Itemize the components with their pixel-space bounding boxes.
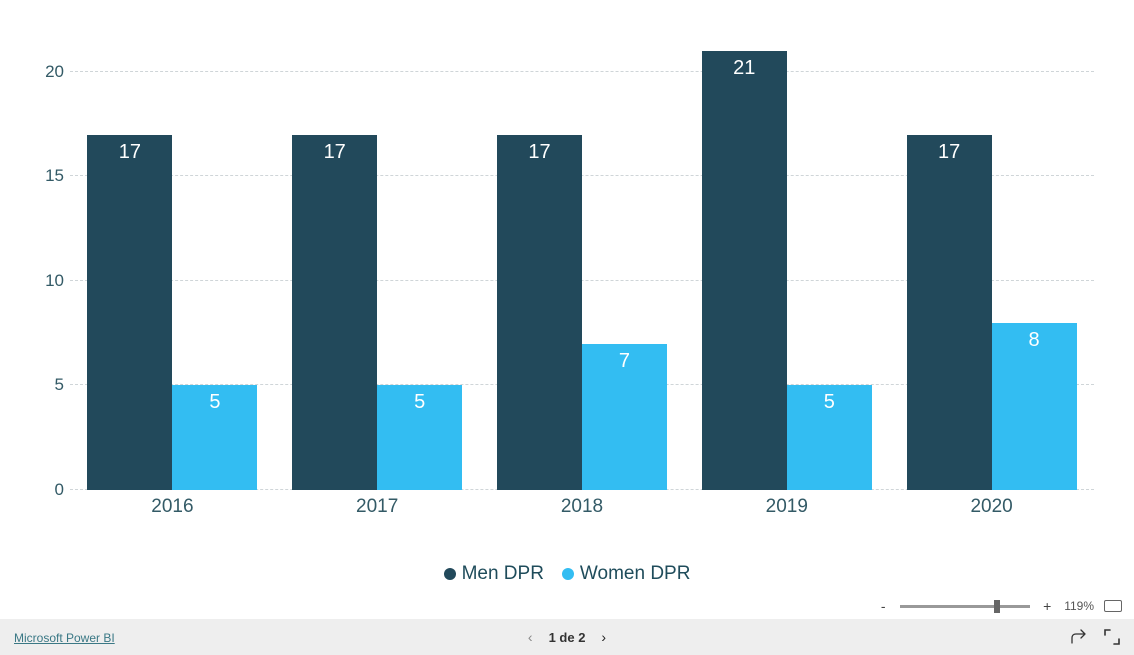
zoom-out-button[interactable]: - (876, 599, 890, 613)
fit-to-page-icon[interactable] (1104, 600, 1122, 612)
x-axis: 2016 2017 2018 2019 2020 (70, 490, 1094, 530)
bar-group: 17 5 (292, 30, 462, 490)
bar[interactable]: 5 (787, 385, 872, 490)
bar-datalabel: 21 (702, 57, 787, 80)
bar[interactable]: 5 (172, 385, 257, 490)
zoom-slider-thumb[interactable] (994, 600, 1000, 613)
bar[interactable]: 17 (292, 135, 377, 490)
y-tick-label: 20 (32, 62, 64, 82)
bar[interactable]: 17 (497, 135, 582, 490)
zoom-bar: - + 119% (0, 593, 1134, 619)
footer-left: Microsoft Power BI (14, 630, 115, 645)
x-tick-label: 2019 (702, 490, 872, 518)
bar-group: 17 8 (907, 30, 1077, 490)
pager-next-button[interactable]: › (601, 629, 606, 645)
bar-group: 17 7 (497, 30, 667, 490)
y-tick-label: 5 (32, 375, 64, 395)
legend: Men DPR Women DPR (0, 563, 1134, 593)
bar[interactable]: 5 (377, 385, 462, 490)
legend-item[interactable]: Women DPR (562, 563, 691, 585)
fullscreen-icon[interactable] (1104, 629, 1120, 645)
bar-datalabel: 17 (87, 141, 172, 164)
legend-label: Women DPR (580, 563, 691, 585)
bar[interactable]: 8 (992, 323, 1077, 490)
plot-wrap: 175175177215178 05101520 201620172018201… (70, 30, 1094, 530)
x-tick-label: 2016 (87, 490, 257, 518)
x-tick-label: 2018 (497, 490, 667, 518)
y-tick-label: 0 (32, 480, 64, 500)
bar-datalabel: 5 (172, 391, 257, 414)
bar[interactable]: 7 (582, 344, 667, 490)
bar[interactable]: 17 (87, 135, 172, 490)
zoom-in-button[interactable]: + (1040, 599, 1054, 613)
bar-group: 21 5 (702, 30, 872, 490)
footer-bar: Microsoft Power BI ‹ 1 de 2 › (0, 619, 1134, 655)
bar-datalabel: 5 (377, 391, 462, 414)
bar-datalabel: 17 (907, 141, 992, 164)
x-tick-label: 2020 (907, 490, 1077, 518)
legend-item[interactable]: Men DPR (444, 563, 544, 585)
footer-right (1070, 629, 1120, 645)
bar-group: 17 5 (87, 30, 257, 490)
legend-marker-icon (444, 568, 456, 580)
bar-datalabel: 5 (787, 391, 872, 414)
zoom-percent: 119% (1064, 599, 1094, 613)
zoom-slider[interactable] (900, 605, 1030, 608)
y-tick-label: 15 (32, 166, 64, 186)
share-icon[interactable] (1070, 629, 1086, 645)
powerbi-link[interactable]: Microsoft Power BI (14, 631, 115, 645)
bar-datalabel: 17 (497, 141, 582, 164)
bar[interactable]: 21 (702, 51, 787, 490)
y-tick-label: 10 (32, 271, 64, 291)
legend-marker-icon (562, 568, 574, 580)
bar-datalabel: 8 (992, 329, 1077, 352)
bar[interactable]: 17 (907, 135, 992, 490)
bar-datalabel: 7 (582, 350, 667, 373)
pager-label: 1 de 2 (549, 630, 586, 645)
chart-area: 175175177215178 05101520 201620172018201… (0, 0, 1134, 563)
bars-container: 17 5 17 5 17 7 21 5 17 8 (70, 30, 1094, 490)
bar-datalabel: 17 (292, 141, 377, 164)
x-tick-label: 2017 (292, 490, 462, 518)
pager: ‹ 1 de 2 › (528, 629, 606, 645)
plot: 175175177215178 05101520 (70, 30, 1094, 490)
pager-prev-button[interactable]: ‹ (528, 629, 533, 645)
viewport: 175175177215178 05101520 201620172018201… (0, 0, 1134, 655)
legend-label: Men DPR (462, 563, 544, 585)
